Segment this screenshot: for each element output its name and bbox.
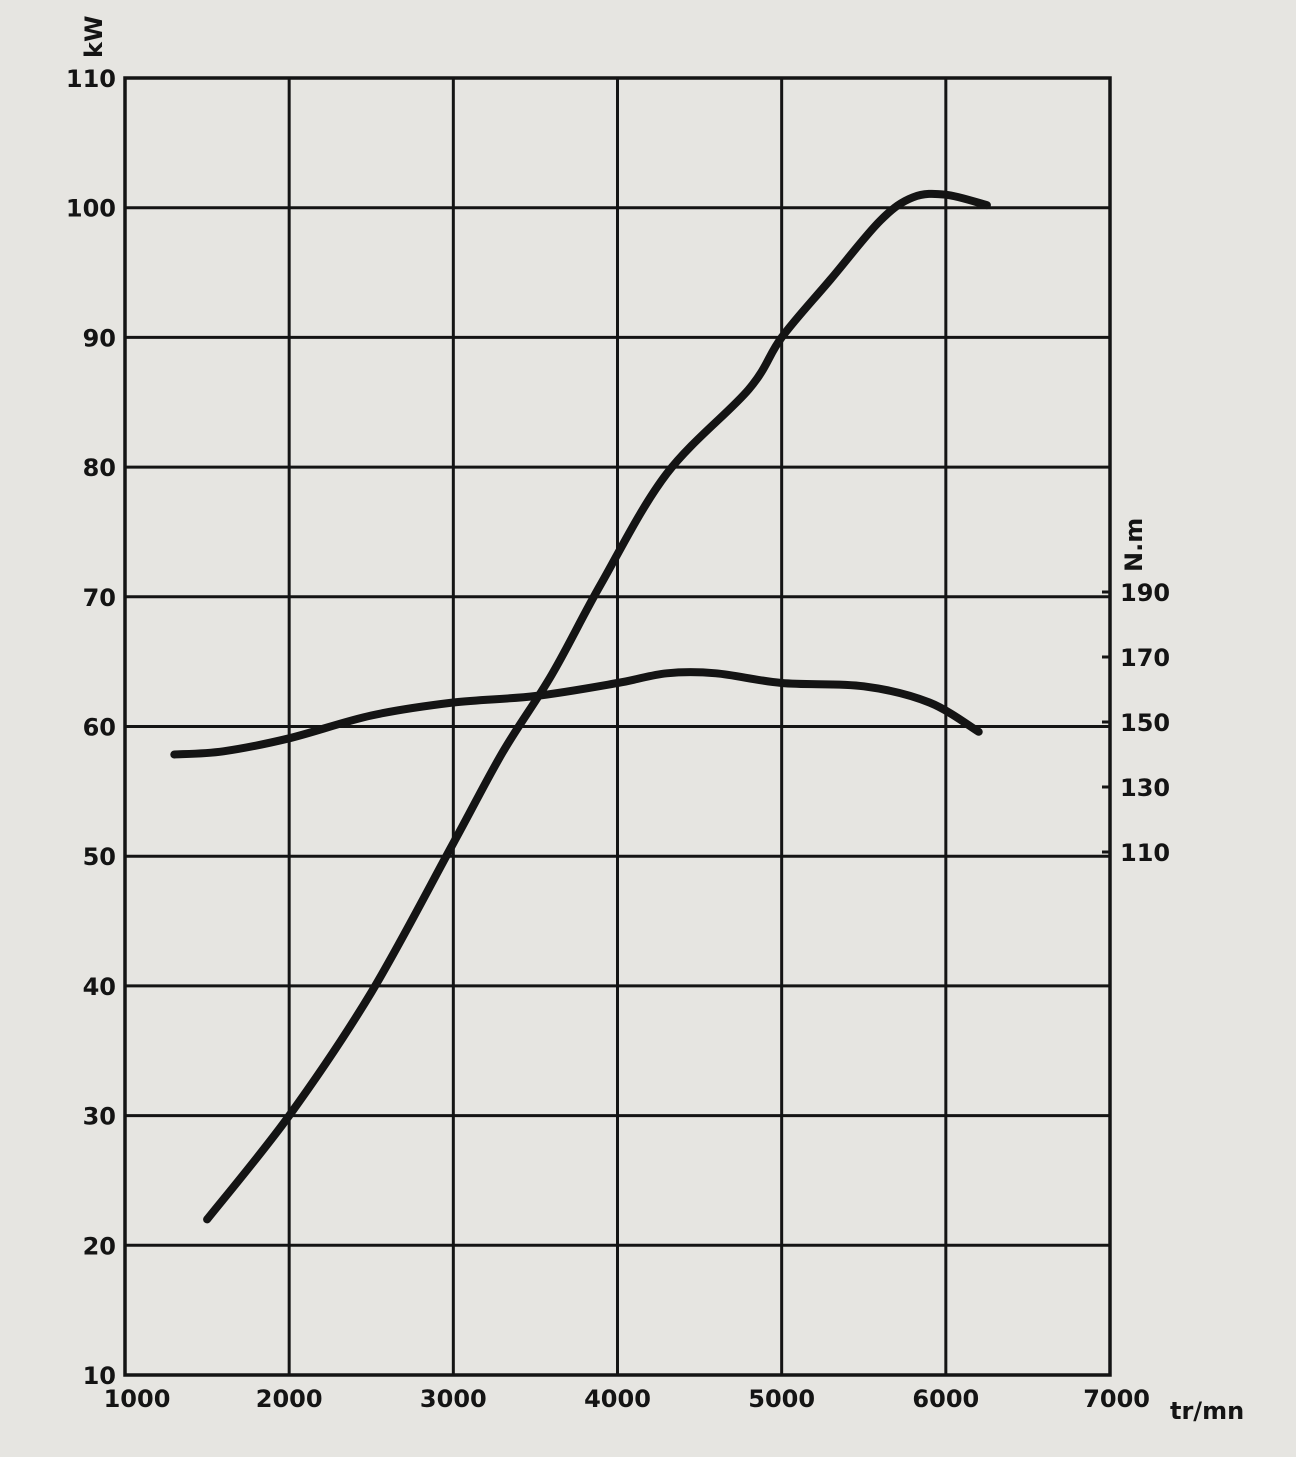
x-tick-6000: 6000 (912, 1385, 979, 1413)
grid-lines (123, 76, 1112, 1377)
y-tick-90: 90 (83, 324, 116, 352)
y2-tick-110: 110 (1120, 839, 1170, 867)
torque-curve (170, 668, 983, 759)
x-tick-4000: 4000 (584, 1385, 651, 1413)
y-tick-20: 20 (83, 1232, 116, 1260)
y-tick-100: 100 (66, 195, 116, 223)
y-tick-30: 30 (83, 1103, 116, 1131)
y-tick-60: 60 (83, 714, 116, 742)
x-axis-label-rpm: tr/mn (1170, 1397, 1244, 1425)
x-tick-1000: 1000 (104, 1385, 171, 1413)
y-tick-40: 40 (83, 973, 116, 1001)
y2-tick-170: 170 (1120, 644, 1170, 672)
y2-axis-label-nm: N.m (1120, 518, 1148, 572)
axis-labels: kW N.m tr/mn (80, 16, 1244, 1425)
y-tick-70: 70 (83, 584, 116, 612)
y-tick-50: 50 (83, 843, 116, 871)
power-curve (203, 189, 991, 1224)
y-tick-110: 110 (66, 65, 116, 93)
y-tick-10: 10 (83, 1362, 116, 1390)
y-tick-80: 80 (83, 454, 116, 482)
y2-tick-190: 190 (1120, 579, 1170, 607)
x-tick-2000: 2000 (256, 1385, 323, 1413)
y-axis-label-kw: kW (80, 16, 108, 58)
curves (170, 189, 991, 1224)
x-tick-5000: 5000 (748, 1385, 815, 1413)
x-tick-7000: 7000 (1083, 1385, 1150, 1413)
tick-labels: 1000 2000 3000 4000 5000 6000 7000 10 20 30 40 50 60… (66, 65, 1170, 1413)
y2-tick-150: 150 (1120, 709, 1170, 737)
y2-tick-130: 130 (1120, 774, 1170, 802)
x-tick-3000: 3000 (420, 1385, 487, 1413)
